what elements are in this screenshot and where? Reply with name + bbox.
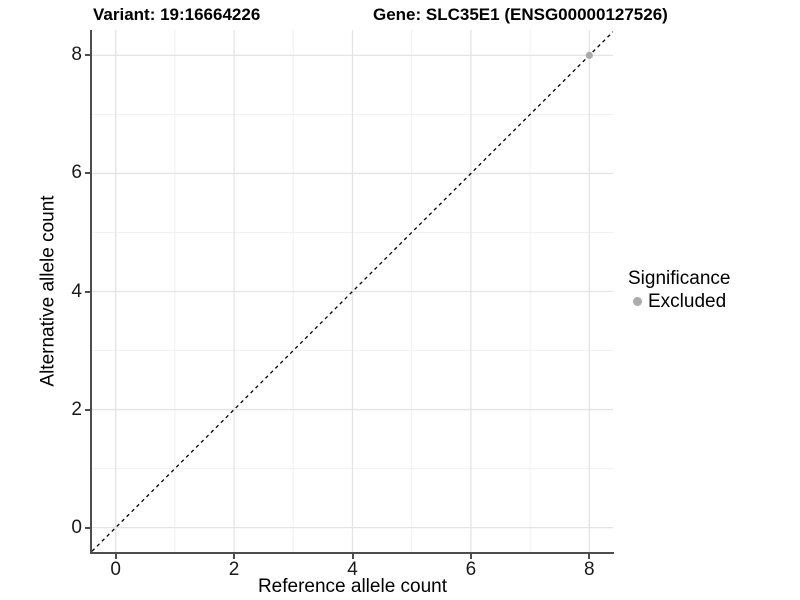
x-tick-label: 8 [584,559,595,580]
y-tick-mark [85,290,90,293]
x-tick-mark [351,554,354,559]
x-tick-mark [233,554,236,559]
legend-key [628,292,647,311]
x-axis-title: Reference allele count [257,576,448,597]
x-tick-label: 0 [110,559,121,580]
x-tick-label: 2 [228,559,240,580]
plot-panel [92,30,613,553]
y-tick-mark [85,54,90,57]
x-tick-mark [588,554,591,559]
legend-item-label: Excluded [648,290,727,312]
y-axis-title: Alternative allele count [37,195,59,387]
x-tick-mark [469,554,472,559]
x-axis-ticks: 0 2 4 6 8 [92,554,613,594]
y-tick-label: 0 [71,516,82,538]
y-tick-label: 4 [71,280,82,302]
y-axis-ticks: 0 2 4 6 8 [0,30,92,553]
x-tick-label: 6 [465,559,477,580]
legend-title: Significance [628,268,731,289]
legend-item-excluded: Excluded [628,290,730,313]
data-point-excluded [585,51,593,59]
excluded-dot-icon [633,297,642,306]
y-tick-mark [85,408,90,411]
legend: Significance Excluded [628,267,730,313]
y-tick-label: 2 [71,398,82,420]
y-axis-line [90,30,92,554]
plot-canvas [92,30,613,553]
x-tick-mark [114,554,117,559]
y-tick-mark [85,172,90,175]
y-tick-mark [85,526,90,529]
gene-title: Gene: SLC35E1 (ENSG00000127526) [373,5,668,24]
x-tick-label: 4 [347,559,358,580]
x-axis-line [90,552,614,554]
variant-title: Variant: 19:16664226 [93,5,261,24]
y-tick-label: 6 [71,162,82,184]
y-tick-label: 8 [71,44,82,66]
